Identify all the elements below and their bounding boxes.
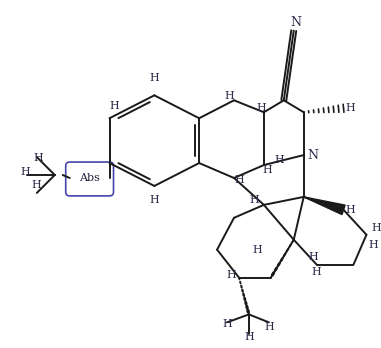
Text: H: H — [149, 195, 159, 205]
Text: H: H — [110, 101, 119, 111]
Polygon shape — [304, 197, 345, 215]
Text: H: H — [31, 180, 41, 190]
Text: H: H — [264, 322, 274, 332]
Text: H: H — [249, 195, 259, 205]
Text: H: H — [20, 167, 30, 177]
Text: N: N — [290, 16, 301, 29]
Text: H: H — [371, 223, 381, 233]
Text: H: H — [234, 175, 244, 185]
Text: H: H — [346, 205, 355, 215]
Text: H: H — [149, 73, 159, 84]
Text: H: H — [244, 332, 254, 342]
Text: H: H — [222, 319, 232, 329]
Text: H: H — [33, 153, 43, 163]
Text: H: H — [312, 267, 322, 277]
Text: Abs: Abs — [79, 173, 100, 183]
Text: H: H — [346, 103, 355, 113]
Text: H: H — [368, 240, 378, 250]
Text: H: H — [226, 270, 236, 279]
FancyBboxPatch shape — [66, 162, 114, 196]
Text: H: H — [256, 103, 266, 113]
Text: H: H — [309, 252, 319, 262]
Text: H: H — [262, 165, 272, 175]
Text: H: H — [274, 155, 284, 165]
Text: N: N — [307, 149, 318, 161]
Text: H: H — [224, 91, 234, 101]
Text: H: H — [252, 245, 262, 255]
